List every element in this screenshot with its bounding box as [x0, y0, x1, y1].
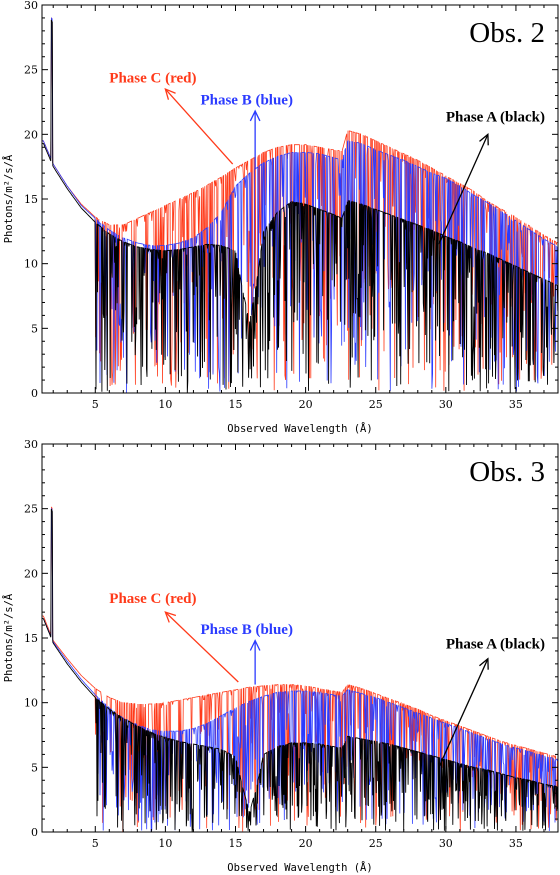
- y-tick-label: 5: [31, 322, 38, 335]
- x-axis-label: Observed Wavelength (Å): [227, 422, 372, 435]
- series-group: [42, 506, 558, 832]
- x-tick-label: 5: [92, 837, 99, 850]
- y-tick-label: 15: [24, 193, 38, 206]
- x-tick-label: 10: [158, 837, 172, 850]
- chart-1: 5 10 15 20 25 30 35 0 5 10 15 20 25 30 Observed Wavele…: [2, 0, 559, 435]
- y-axis-label: Photons/m²/s/Å: [2, 593, 15, 682]
- x-tick-label: 30: [439, 837, 453, 850]
- arrow-head: [164, 611, 177, 623]
- series-line: [42, 508, 558, 832]
- x-tick-label: 15: [229, 398, 243, 411]
- x-tick-label: 10: [158, 398, 172, 411]
- annotation-label: Phase C (red): [109, 591, 196, 607]
- chart-title: Obs. 2: [469, 17, 545, 49]
- annotation-arrow: [438, 134, 489, 245]
- x-tick-label: 35: [509, 837, 523, 850]
- chart-title: Obs. 3: [469, 456, 545, 488]
- y-tick-label: 5: [31, 761, 38, 774]
- y-tick-label: 15: [24, 632, 38, 645]
- y-tick-label: 30: [24, 438, 38, 451]
- arrow-head: [249, 639, 261, 651]
- x-tick-label: 20: [299, 837, 313, 850]
- x-axis-label: Observed Wavelength (Å): [227, 861, 372, 874]
- series-line: [42, 19, 558, 393]
- arrow-head: [479, 132, 489, 146]
- y-tick-label: 10: [24, 258, 38, 271]
- x-tick-label: 35: [509, 398, 523, 411]
- y-tick-label: 0: [31, 826, 38, 839]
- annotation-arrow: [164, 611, 239, 683]
- annotation-arrow: [438, 658, 489, 768]
- x-tick-label: 15: [229, 837, 243, 850]
- x-tick-label: 5: [92, 398, 99, 411]
- annotation-label: Phase B (blue): [200, 93, 293, 109]
- x-tick-label: 20: [299, 398, 313, 411]
- y-tick-label: 10: [24, 697, 38, 710]
- y-axis-label: Photons/m²/s/Å: [2, 154, 15, 243]
- arrow-head: [249, 109, 261, 122]
- y-tick-label: 20: [24, 567, 38, 580]
- y-tick-label: 20: [24, 128, 38, 141]
- annotation-label: Phase C (red): [109, 71, 196, 87]
- annotation-label: Phase A (black): [446, 109, 545, 125]
- arrow-head: [479, 657, 489, 670]
- series-line: [42, 506, 558, 832]
- chart-2: 5 10 15 20 25 30 35 0 5 10 15 20 25 30 Observed Wavele…: [2, 438, 559, 874]
- y-tick-label: 25: [24, 64, 38, 77]
- annotation-arrow: [164, 88, 234, 165]
- y-tick-label: 25: [24, 503, 38, 516]
- x-tick-label: 30: [439, 398, 453, 411]
- arrow-head: [164, 87, 176, 100]
- y-tick-label: 30: [24, 0, 38, 12]
- x-tick-label: 25: [369, 837, 383, 850]
- series-line: [42, 508, 558, 832]
- annotation-label: Phase A (black): [446, 636, 545, 652]
- series-group: [42, 17, 558, 393]
- annotation-label: Phase B (blue): [200, 622, 293, 638]
- x-tick-label: 25: [369, 398, 383, 411]
- series-line: [42, 17, 558, 393]
- y-tick-label: 0: [31, 387, 38, 400]
